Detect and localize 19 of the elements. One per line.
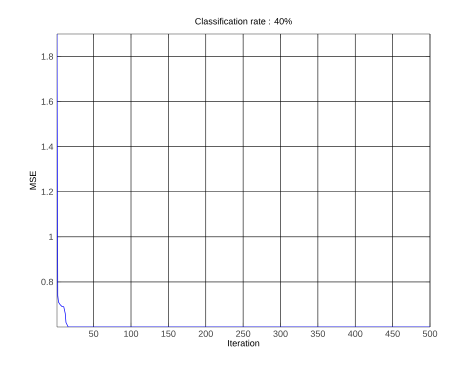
y-tick-label: 1.8	[42, 53, 54, 60]
x-tick-label: 250	[236, 330, 250, 337]
y-tick-label: 1	[49, 234, 54, 240]
y-tick-label: 1.6	[42, 98, 54, 105]
x-tick-label: 400	[348, 330, 362, 337]
y-axis-title: MSE	[30, 171, 36, 190]
x-tick-label: 100	[124, 330, 138, 337]
x-tick-label: 450	[385, 330, 400, 337]
x-tick-label: 350	[310, 330, 326, 337]
y-tick-label: 1.2	[42, 188, 54, 195]
x-tick-label: 150	[162, 330, 176, 337]
x-tick-label: 500	[422, 330, 438, 337]
x-tick-label: 300	[273, 330, 288, 337]
y-tick-label: 0.8	[41, 278, 54, 286]
y-tick-label: 1.4	[42, 144, 54, 150]
x-tick-label: 200	[198, 330, 213, 337]
chart-title: Classification rate : 40%	[195, 18, 292, 24]
x-tick-label: 50	[88, 330, 98, 337]
x-axis-title: Iteration	[228, 340, 260, 346]
